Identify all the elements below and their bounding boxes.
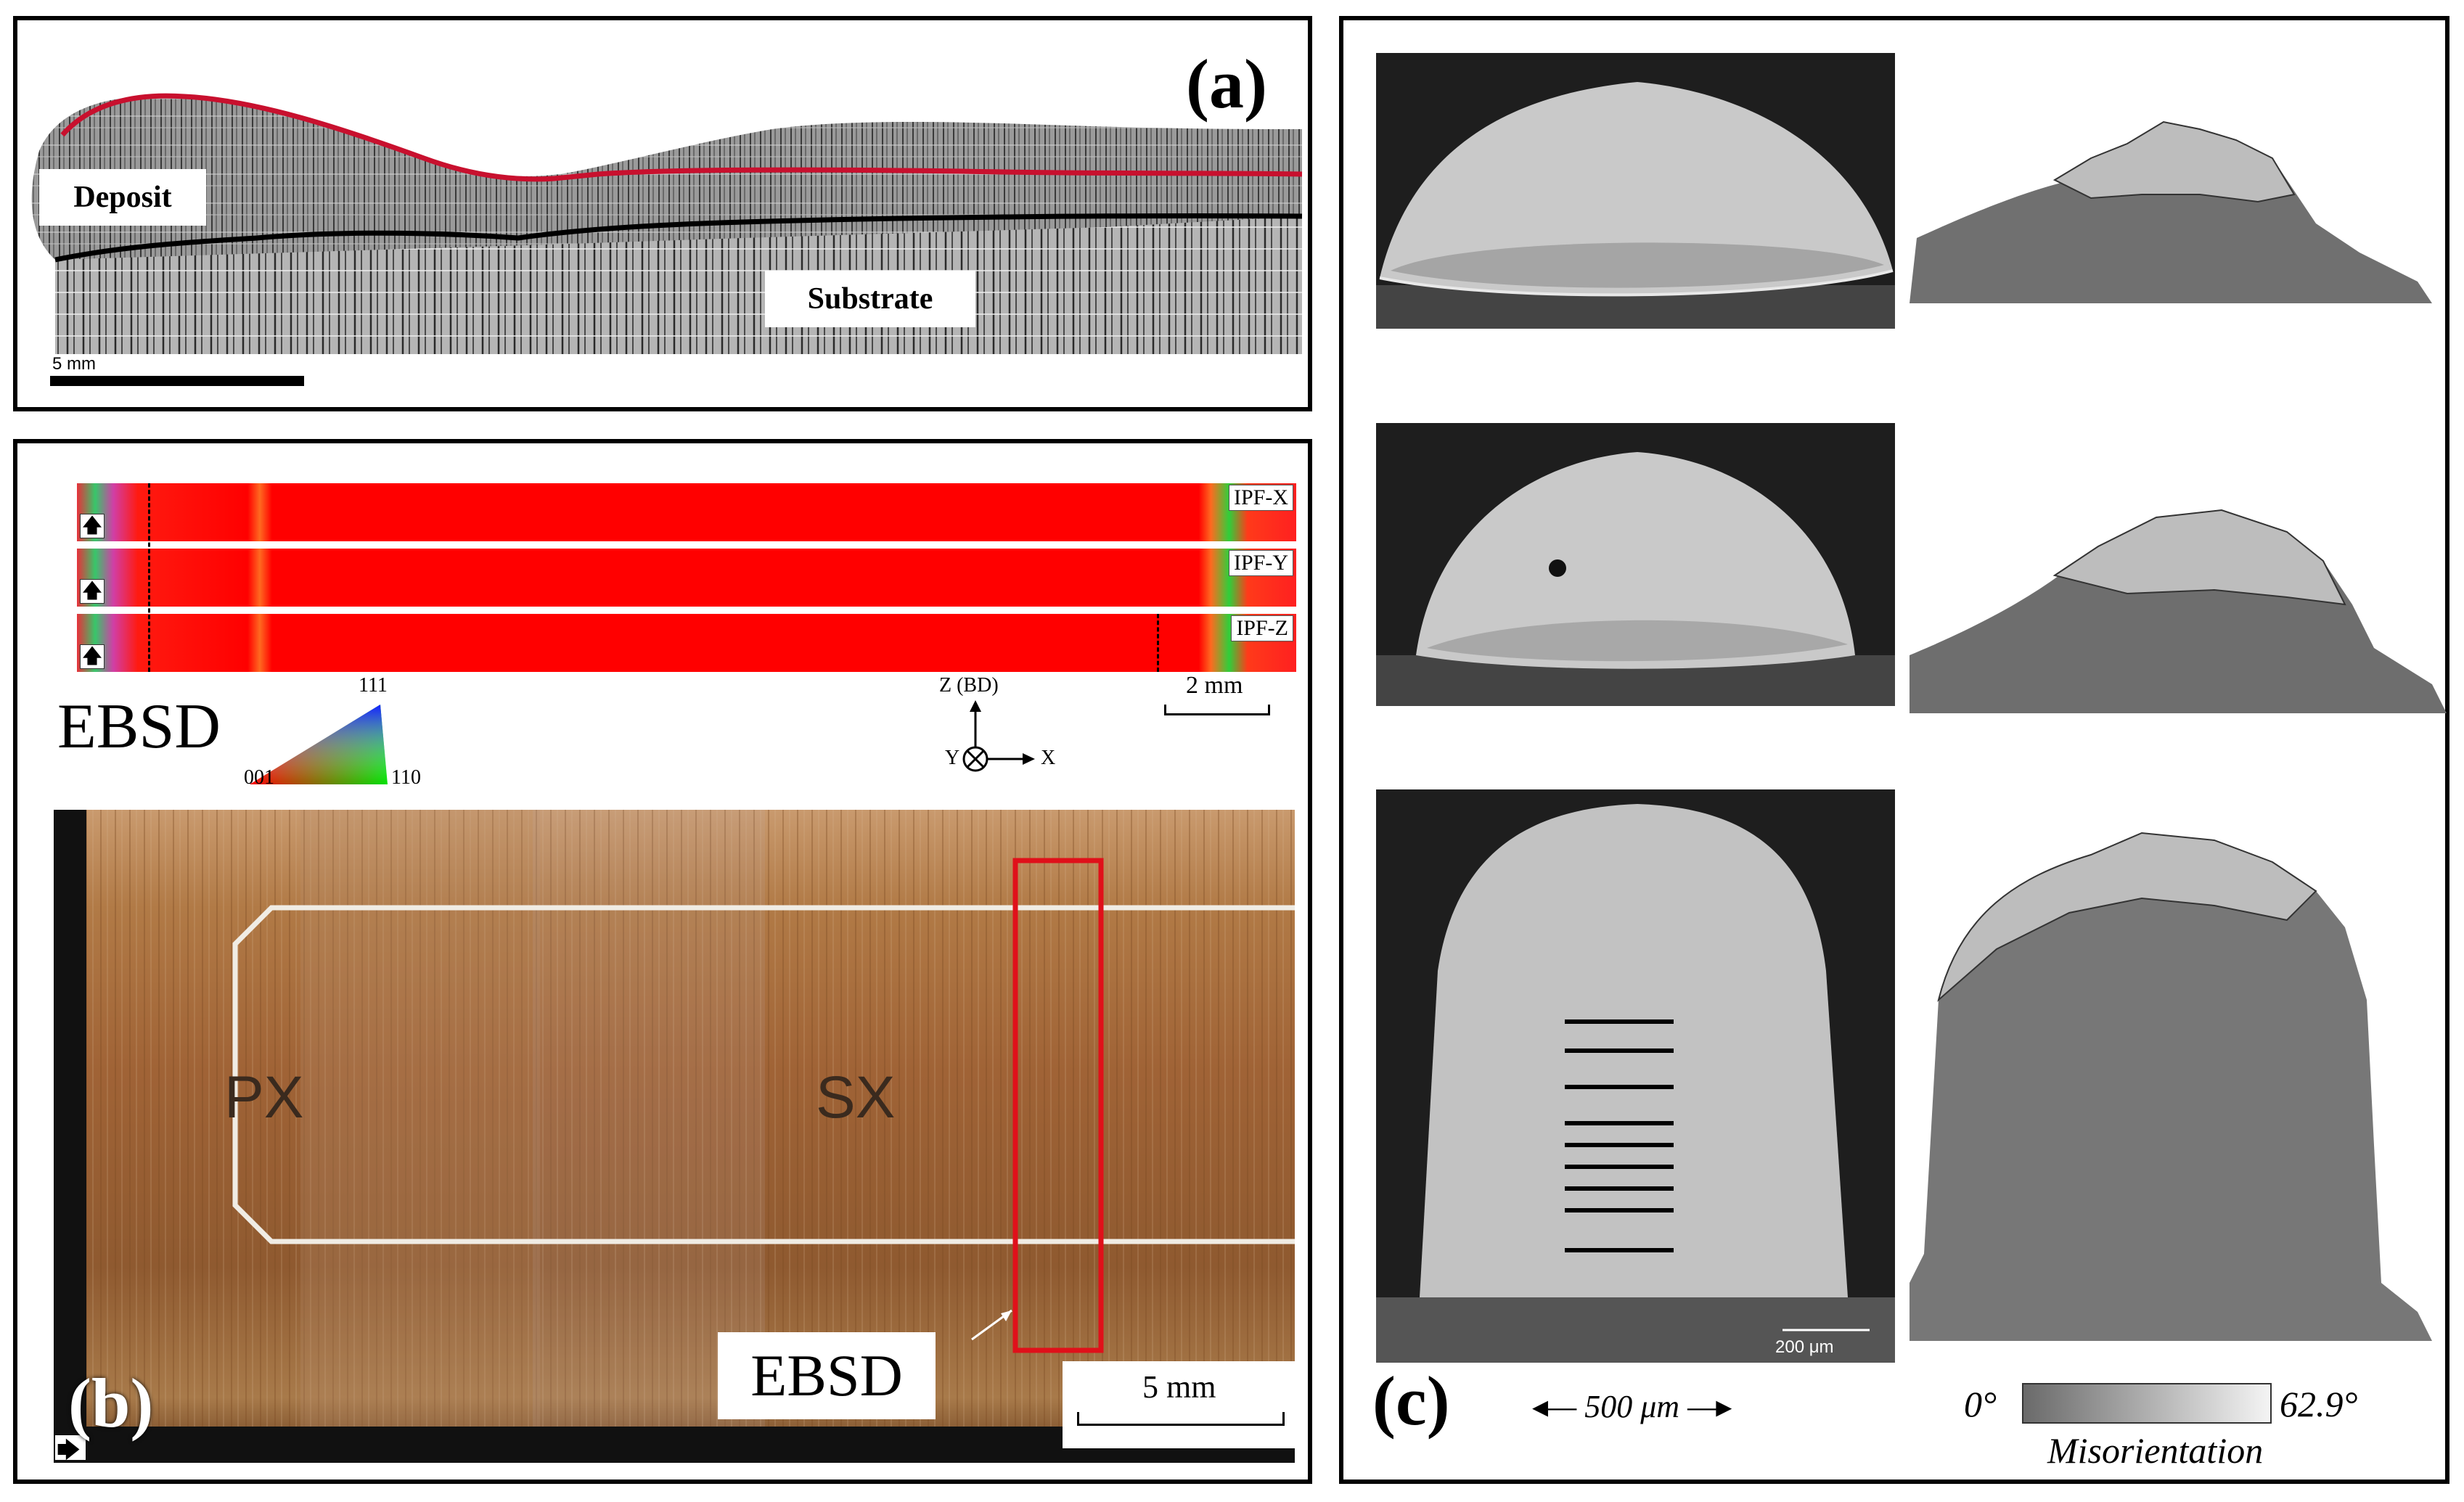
- panel-c: 200 μm ◂— 500 μm —▸ 0° 62.9° Misorientat…: [1339, 16, 2449, 1484]
- axes-icon: [962, 700, 1035, 772]
- ipf-scale-bar: [1164, 705, 1270, 715]
- ipf-x-tag: IPF-X: [1228, 485, 1293, 511]
- macro-scale-bar: [1077, 1412, 1285, 1426]
- ebsd-box-label: EBSD: [718, 1332, 936, 1419]
- dashed-marker-right: [1157, 614, 1159, 672]
- ebsd-title: EBSD: [57, 692, 221, 762]
- scale-bar-text: 5 mm: [52, 354, 96, 374]
- ipf-scale-text: 2 mm: [1186, 672, 1243, 699]
- sx-label: SX: [816, 1064, 896, 1130]
- substrate-label: Substrate: [765, 271, 975, 327]
- width-scale: ◂— 500 μm —▸: [1532, 1388, 1732, 1425]
- axis-x-label: X: [1041, 747, 1056, 769]
- triangle-label-110: 110: [391, 766, 421, 789]
- panel-label-b: (b): [68, 1364, 154, 1442]
- ipf-y-strip: IPF-Y 🡅: [77, 549, 1296, 607]
- inner-scale-text: 200 μm: [1775, 1337, 1834, 1357]
- axis-z-label: Z (BD): [939, 674, 999, 697]
- optical-section-1: [1376, 53, 1895, 329]
- axis-y-label: Y: [945, 747, 960, 769]
- ipf-z-tag: IPF-Z: [1231, 615, 1293, 641]
- macro-scale-text: 5 mm: [1142, 1369, 1216, 1405]
- deposit-micrograph: [31, 93, 1303, 386]
- optical-section-2: [1376, 423, 1895, 706]
- width-scale-right-arrow: —▸: [1687, 1389, 1732, 1424]
- colorbar-max-label: 62.9°: [2280, 1384, 2358, 1424]
- triangle-label-001: 001: [244, 766, 274, 789]
- width-scale-left-arrow: ◂—: [1532, 1389, 1577, 1424]
- ipf-x-strip: IPF-X 🡅: [77, 483, 1296, 541]
- ipf-y-tag: IPF-Y: [1228, 550, 1293, 576]
- build-direction-icon: 🡅: [80, 579, 105, 604]
- panel-label-a: (a): [1186, 45, 1267, 123]
- ipf-color-triangle: [250, 705, 388, 784]
- colorbar-min-label: 0°: [1964, 1384, 1997, 1424]
- macrograph-image: PX SX EBSD 5 mm 🡆 (b): [54, 810, 1295, 1463]
- misorientation-colorbar: [2022, 1383, 2272, 1424]
- misorientation-map-1: [1910, 120, 2432, 303]
- ipf-z-strip: IPF-Z 🡅: [77, 614, 1296, 672]
- panel-b: IPF-X 🡅 IPF-Y 🡅 IPF-Z 🡅 EBSD 111 001 110…: [13, 439, 1312, 1484]
- panel-a: Deposit Substrate 5 mm (a): [13, 16, 1312, 411]
- misorientation-map-2: [1910, 509, 2447, 713]
- triangle-label-111: 111: [359, 674, 388, 697]
- optical-section-3: [1376, 789, 1895, 1363]
- build-direction-icon: 🡅: [80, 644, 105, 669]
- misorientation-map-3: [1910, 832, 2432, 1341]
- build-direction-icon: 🡅: [80, 514, 105, 538]
- dashed-marker-left: [148, 483, 150, 672]
- px-label: PX: [224, 1064, 304, 1130]
- width-scale-text: 500 μm: [1584, 1389, 1680, 1424]
- direction-arrow-icon: 🡆: [57, 1437, 81, 1463]
- panel-label-c: (c): [1372, 1362, 1450, 1440]
- colorbar-title: Misorientation: [2047, 1430, 2264, 1471]
- deposit-label: Deposit: [39, 169, 206, 226]
- macro-scale-box: 5 mm: [1063, 1361, 1295, 1448]
